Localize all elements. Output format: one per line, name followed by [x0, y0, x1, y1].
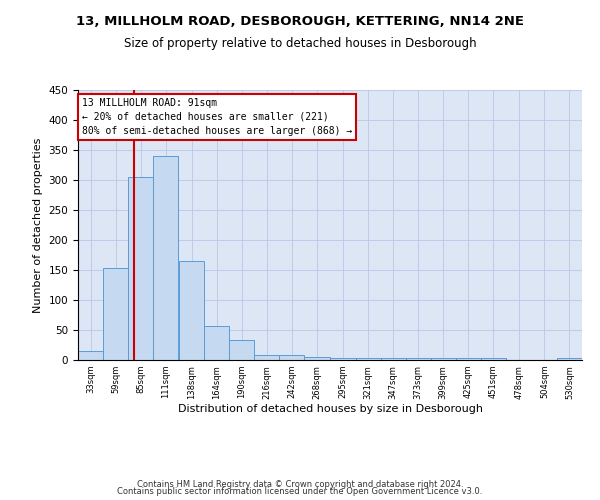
Bar: [153, 156, 178, 360]
Text: Contains HM Land Registry data © Crown copyright and database right 2024.: Contains HM Land Registry data © Crown c…: [137, 480, 463, 489]
Y-axis label: Number of detached properties: Number of detached properties: [33, 138, 43, 312]
Bar: [481, 358, 506, 360]
Bar: [179, 261, 204, 360]
Bar: [204, 326, 229, 360]
Bar: [431, 358, 456, 360]
Bar: [229, 340, 254, 360]
Bar: [356, 358, 380, 360]
Text: Contains public sector information licensed under the Open Government Licence v3: Contains public sector information licen…: [118, 488, 482, 496]
Bar: [406, 358, 431, 360]
Bar: [304, 357, 329, 360]
Bar: [456, 358, 481, 360]
Bar: [557, 358, 582, 360]
Text: 13 MILLHOLM ROAD: 91sqm
← 20% of detached houses are smaller (221)
80% of semi-d: 13 MILLHOLM ROAD: 91sqm ← 20% of detache…: [82, 98, 352, 136]
Bar: [103, 268, 128, 360]
Bar: [128, 177, 153, 360]
X-axis label: Distribution of detached houses by size in Desborough: Distribution of detached houses by size …: [178, 404, 482, 414]
Bar: [254, 354, 280, 360]
Bar: [380, 358, 406, 360]
Bar: [331, 358, 356, 360]
Bar: [78, 351, 103, 360]
Text: Size of property relative to detached houses in Desborough: Size of property relative to detached ho…: [124, 38, 476, 51]
Text: 13, MILLHOLM ROAD, DESBOROUGH, KETTERING, NN14 2NE: 13, MILLHOLM ROAD, DESBOROUGH, KETTERING…: [76, 15, 524, 28]
Bar: [280, 355, 304, 360]
